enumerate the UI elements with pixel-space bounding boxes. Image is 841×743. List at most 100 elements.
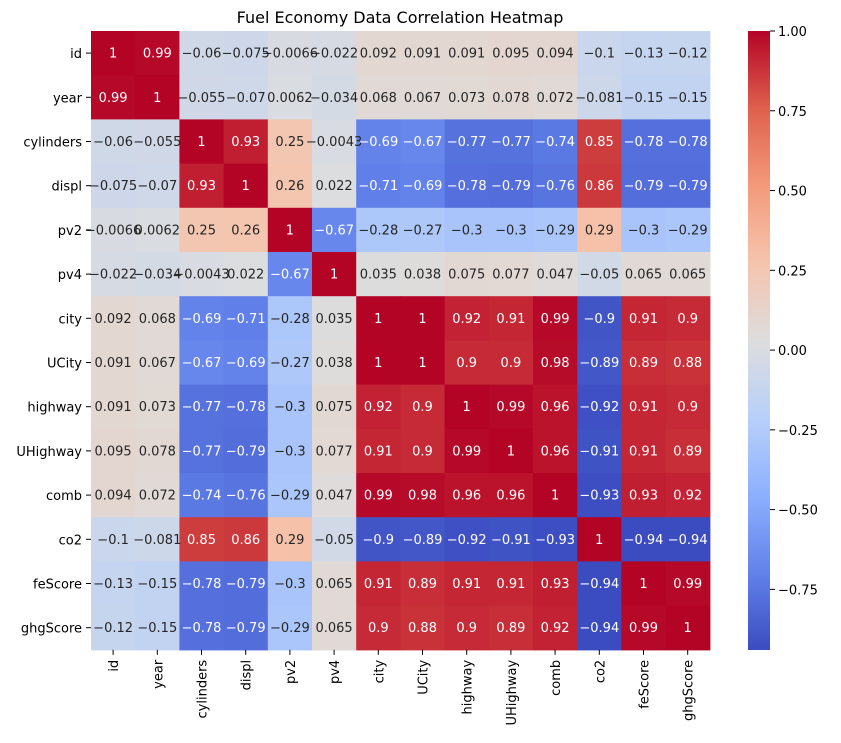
annotation-UCity-UCity: 1 bbox=[418, 356, 426, 371]
x-tick-label-UCity: UCity bbox=[417, 659, 432, 694]
cell-feScore-ghgScore bbox=[665, 561, 711, 607]
annotation-feScore-city: 0.91 bbox=[364, 577, 393, 592]
cell-id-displ bbox=[223, 31, 269, 76]
cell-ghgScore-pv4 bbox=[312, 605, 357, 651]
colorbar-tick-label: 0.75 bbox=[778, 105, 807, 120]
cell-id-city bbox=[356, 31, 401, 76]
cell-annotations: 1 0.99 −0.06 −0.075−0.0066−0.022 0.092 0.091 0… bbox=[85, 47, 708, 637]
cell-displ-UCity bbox=[400, 163, 446, 209]
cell-UCity-highway bbox=[444, 340, 490, 386]
annotation-UCity-feScore: 0.89 bbox=[629, 356, 658, 371]
annotation-co2-displ: 0.86 bbox=[231, 533, 260, 548]
cell-year-feScore bbox=[621, 75, 667, 120]
y-axis-ticks: id year cylinders displ pv2 pv4 city UCity highw… bbox=[16, 47, 91, 637]
cell-cylinders-city bbox=[356, 119, 401, 165]
cell-ghgScore-UCity bbox=[400, 605, 446, 651]
cell-cylinders-feScore bbox=[621, 119, 667, 165]
annotation-id-cylinders: −0.06 bbox=[182, 47, 222, 62]
cell-co2-pv2 bbox=[267, 517, 313, 562]
cell-comb-year bbox=[135, 473, 180, 518]
cell-city-year bbox=[135, 296, 180, 341]
colorbar-tick-label: 0.50 bbox=[778, 185, 807, 200]
cell-pv4-year bbox=[135, 252, 180, 297]
cell-year-cylinders bbox=[179, 75, 225, 120]
annotation-ghgScore-city: 0.9 bbox=[368, 621, 389, 636]
cell-UCity-id bbox=[91, 340, 136, 386]
cell-pv2-ghgScore bbox=[665, 207, 711, 253]
annotation-pv4-ghgScore: 0.065 bbox=[669, 268, 706, 283]
annotation-cylinders-pv4: −0.0043 bbox=[306, 135, 362, 150]
x-tick-label-cylinders: cylinders bbox=[196, 660, 211, 719]
cell-highway-year bbox=[135, 384, 180, 430]
annotation-id-year: 0.99 bbox=[143, 47, 172, 62]
annotation-ghgScore-pv4: 0.065 bbox=[315, 621, 352, 636]
cell-feScore-highway bbox=[444, 561, 490, 607]
cell-co2-pv4 bbox=[312, 517, 357, 562]
cell-displ-comb bbox=[533, 163, 578, 209]
cell-pv2-cylinders bbox=[179, 207, 225, 253]
cell-pv2-id bbox=[91, 207, 136, 253]
annotation-UCity-year: 0.067 bbox=[139, 356, 176, 371]
annotation-pv2-city: −0.28 bbox=[358, 223, 398, 238]
cell-id-comb bbox=[533, 31, 578, 76]
cell-city-city bbox=[356, 296, 401, 341]
cell-ghgScore-pv2 bbox=[267, 605, 313, 651]
cell-pv4-pv2 bbox=[267, 252, 313, 297]
annotation-feScore-comb: 0.93 bbox=[541, 577, 570, 592]
annotation-comb-cylinders: −0.74 bbox=[182, 489, 222, 504]
cell-feScore-UHighway bbox=[488, 561, 534, 607]
cell-displ-highway bbox=[444, 163, 490, 209]
cell-feScore-cylinders bbox=[179, 561, 225, 607]
annotation-highway-UCity: 0.9 bbox=[412, 400, 433, 415]
cell-displ-co2 bbox=[577, 163, 622, 209]
cell-year-id bbox=[91, 75, 136, 120]
annotation-UCity-comb: 0.98 bbox=[541, 356, 570, 371]
annotation-co2-pv2: 0.29 bbox=[275, 533, 304, 548]
cell-feScore-id bbox=[91, 561, 136, 607]
annotation-UHighway-ghgScore: 0.89 bbox=[673, 444, 702, 459]
colorbar-tick-label: 1.00 bbox=[778, 25, 807, 40]
annotation-feScore-highway: 0.91 bbox=[452, 577, 481, 592]
annotation-pv4-pv2: −0.67 bbox=[270, 268, 310, 283]
cell-highway-UCity bbox=[400, 384, 446, 430]
cell-cylinders-co2 bbox=[577, 119, 622, 165]
annotation-id-feScore: −0.13 bbox=[624, 47, 664, 62]
annotation-displ-year: −0.07 bbox=[137, 179, 177, 194]
cell-co2-city bbox=[356, 517, 401, 562]
annotation-co2-UCity: −0.89 bbox=[403, 533, 443, 548]
annotation-id-city: 0.092 bbox=[360, 47, 397, 62]
cell-ghgScore-feScore bbox=[621, 605, 667, 651]
cell-UHighway-pv4 bbox=[312, 428, 357, 474]
cell-year-co2 bbox=[577, 75, 622, 120]
y-tick-label-feScore: feScore bbox=[33, 578, 82, 593]
annotation-highway-ghgScore: 0.9 bbox=[677, 400, 698, 415]
annotation-ghgScore-feScore: 0.99 bbox=[629, 621, 658, 636]
cell-feScore-UCity bbox=[400, 561, 446, 607]
annotation-ghgScore-pv2: −0.29 bbox=[270, 621, 310, 636]
annotation-UCity-cylinders: −0.67 bbox=[182, 356, 222, 371]
annotation-highway-cylinders: −0.77 bbox=[182, 400, 222, 415]
cell-ghgScore-UHighway bbox=[488, 605, 534, 651]
cell-UCity-pv2 bbox=[267, 340, 313, 386]
cell-pv4-city bbox=[356, 252, 401, 297]
annotation-pv4-pv4: 1 bbox=[330, 268, 338, 283]
annotation-feScore-pv4: 0.065 bbox=[315, 577, 352, 592]
cell-highway-city bbox=[356, 384, 401, 430]
annotation-city-displ: −0.71 bbox=[226, 312, 266, 327]
annotation-UCity-co2: −0.89 bbox=[579, 356, 619, 371]
cell-UHighway-highway bbox=[444, 428, 490, 474]
annotation-displ-cylinders: 0.93 bbox=[187, 179, 216, 194]
annotation-UHighway-id: 0.095 bbox=[94, 444, 131, 459]
cell-feScore-city bbox=[356, 561, 401, 607]
cell-comb-city bbox=[356, 473, 401, 518]
cell-UCity-comb bbox=[533, 340, 578, 386]
colorbar: 1.00 0.75 0.50 0.25 0.00 −0.25 −0.50 −0.75 bbox=[748, 25, 818, 650]
cell-pv4-feScore bbox=[621, 252, 667, 297]
cell-comb-comb bbox=[533, 473, 578, 518]
cell-feScore-displ bbox=[223, 561, 269, 607]
cell-displ-ghgScore bbox=[665, 163, 711, 209]
cell-year-UCity bbox=[400, 75, 446, 120]
cell-UHighway-feScore bbox=[621, 428, 667, 474]
annotation-comb-pv4: 0.047 bbox=[315, 489, 352, 504]
annotation-displ-UCity: −0.69 bbox=[403, 179, 443, 194]
